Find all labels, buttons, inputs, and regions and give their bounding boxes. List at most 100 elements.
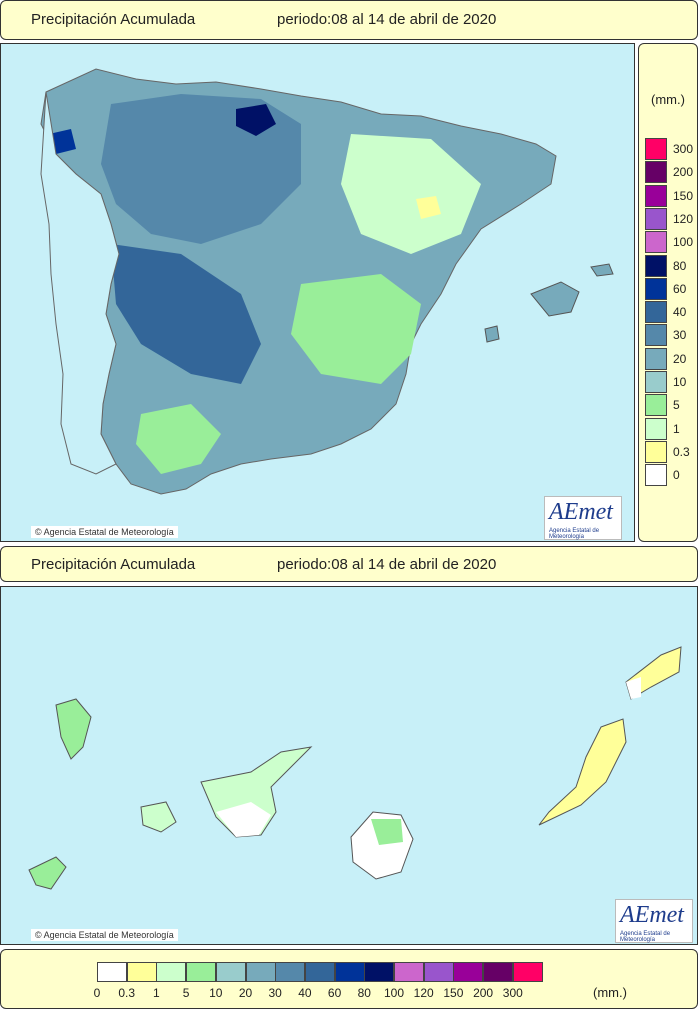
legend-vertical-swatch-0 — [645, 464, 667, 487]
legend-horizontal: (mm.) 0 0.3 1 5 10 20 30 40 60 80 100 120 150 200 300 — [0, 949, 698, 1009]
legend-unit-bottom: (mm.) — [593, 985, 627, 1000]
legend-horizontal-swatch-120 — [423, 962, 454, 982]
legend-horizontal-swatch-60 — [334, 962, 365, 982]
credit-top: © Agencia Estatal de Meteorología — [31, 526, 178, 538]
legend-horizontal-label-0.3: 0.3 — [118, 986, 136, 1000]
legend-horizontal-label-300: 300 — [502, 986, 523, 1000]
legend-vertical-swatch-20 — [645, 347, 667, 370]
legend-vertical-label-30: 30 — [673, 328, 687, 343]
bottom-period: periodo:08 al 14 de abril de 2020 — [277, 556, 497, 573]
menorca — [590, 263, 614, 277]
region-yellow-aragon — [416, 196, 441, 219]
fuerteventura — [538, 718, 627, 826]
legend-horizontal-swatch-30 — [275, 962, 306, 982]
region-navarra-dark — [236, 104, 276, 136]
legend-horizontal-swatch-5 — [186, 962, 217, 982]
legend-vertical-swatch-120 — [645, 207, 667, 230]
legend-vertical-swatch-150 — [645, 184, 667, 207]
legend-horizontal-label-10: 10 — [209, 986, 223, 1000]
legend-horizontal-swatch-20 — [245, 962, 276, 982]
legend-horizontal-swatch-0.3 — [126, 962, 157, 982]
legend-horizontal-swatch-0 — [97, 962, 127, 982]
legend-horizontal-label-5: 5 — [182, 986, 190, 1000]
la-palma — [55, 698, 92, 760]
legend-horizontal-swatch-300 — [512, 962, 543, 982]
legend-vertical-label-150: 150 — [673, 188, 694, 203]
tenerife-dry — [216, 802, 271, 837]
legend-horizontal-label-1: 1 — [153, 986, 160, 1000]
region-galicia-dark — [49, 129, 76, 154]
legend-horizontal-label-100: 100 — [383, 986, 405, 1000]
legend-horizontal-label-120: 120 — [413, 986, 434, 1000]
legend-horizontal-label-20: 20 — [238, 986, 253, 1000]
aemet-logo-bottom-subtitle: Agencia Estatal de Meteorología — [620, 931, 671, 943]
legend-horizontal-swatch-150 — [453, 962, 484, 982]
legend-vertical-label-10: 10 — [673, 375, 687, 389]
legend-horizontal-label-0: 0 — [93, 986, 101, 1000]
legend-vertical-label-300: 300 — [673, 142, 694, 156]
legend-vertical-swatch-200 — [645, 161, 667, 184]
legend-horizontal-swatch-40 — [304, 962, 335, 982]
legend-vertical-label-5: 5 — [673, 398, 680, 413]
legend-vertical-label-60: 60 — [673, 281, 687, 296]
legend-vertical-label-0: 0 — [673, 468, 680, 483]
aemet-logo-text: AEmet — [549, 499, 613, 525]
legend-horizontal-swatch-1 — [156, 962, 187, 982]
legend-vertical-label-200: 200 — [673, 165, 694, 180]
legend-vertical-swatch-30 — [645, 324, 667, 347]
top-title: Precipitación Acumulada — [31, 11, 196, 28]
ibiza — [484, 325, 500, 343]
legend-vertical-label-1: 1 — [673, 421, 680, 436]
legend-horizontal-label-60: 60 — [327, 986, 342, 1000]
legend-unit-top: (mm.) — [651, 92, 685, 107]
legend-vertical-swatch-100 — [645, 231, 667, 254]
legend-horizontal-label-40: 40 — [298, 986, 312, 1000]
legend-vertical-swatch-40 — [645, 301, 667, 324]
legend-horizontal-swatch-100 — [394, 962, 424, 982]
credit-bottom: © Agencia Estatal de Meteorología — [31, 929, 178, 941]
legend-vertical-swatch-5 — [645, 394, 667, 417]
canarias-map: © Agencia Estatal de Meteorología AEmet … — [0, 586, 698, 945]
portugal — [40, 91, 120, 475]
legend-vertical-label-20: 20 — [673, 351, 687, 366]
bottom-title: Precipitación Acumulada — [31, 556, 196, 573]
legend-horizontal-label-150: 150 — [443, 986, 464, 1000]
legend-vertical-swatch-0.3 — [645, 440, 667, 463]
legend-vertical-label-100: 100 — [673, 235, 694, 250]
top-period: periodo:08 al 14 de abril de 2020 — [277, 11, 497, 28]
legend-vertical-swatch-1 — [645, 417, 667, 440]
aemet-logo-top: AEmet Agencia Estatal de Meteorología — [544, 496, 622, 540]
la-gomera — [140, 801, 177, 833]
bottom-title-bar: Precipitación Acumulada periodo:08 al 14… — [0, 546, 698, 582]
peninsula-map-svg — [40, 68, 614, 495]
region-west — [111, 244, 261, 384]
legend-vertical-swatch-10 — [645, 371, 667, 393]
legend-vertical-label-0.3: 0.3 — [673, 444, 690, 459]
region-ebro — [341, 134, 481, 254]
top-title-bar: Precipitación Acumulada periodo:08 al 14… — [0, 0, 698, 40]
aemet-logo-bottom-text: AEmet — [620, 902, 684, 928]
legend-vertical-swatch-80 — [645, 254, 667, 277]
legend-horizontal-swatch-80 — [364, 962, 395, 982]
lanzarote-white — [626, 677, 641, 699]
legend-vertical: (mm.) 0 0.3 1 5 10 20 30 40 60 80 100 120 150 200 300 — [638, 43, 698, 542]
legend-horizontal-label-200: 200 — [473, 986, 494, 1000]
mallorca — [530, 281, 580, 317]
aemet-logo-subtitle: Agencia Estatal de Meteorología — [549, 528, 600, 540]
legend-vertical-swatch-300 — [645, 138, 667, 160]
legend-vertical-label-80: 80 — [673, 258, 687, 273]
legend-vertical-label-120: 120 — [673, 211, 694, 226]
gran-canaria-wet — [371, 819, 403, 845]
el-hierro — [28, 856, 67, 890]
legend-horizontal-label-30: 30 — [268, 986, 282, 1000]
peninsula-map: © Agencia Estatal de Meteorología AEmet … — [0, 43, 635, 542]
legend-horizontal-swatch-200 — [483, 962, 514, 982]
legend-vertical-swatch-60 — [645, 277, 667, 300]
region-levante — [291, 274, 421, 384]
canarias-map-svg — [28, 646, 682, 890]
legend-horizontal-label-80: 80 — [357, 986, 371, 1000]
legend-horizontal-swatch-10 — [215, 962, 246, 982]
aemet-logo-bottom: AEmet Agencia Estatal de Meteorología — [615, 899, 693, 943]
region-andalucia-west — [136, 404, 221, 474]
legend-vertical-label-40: 40 — [673, 305, 687, 320]
